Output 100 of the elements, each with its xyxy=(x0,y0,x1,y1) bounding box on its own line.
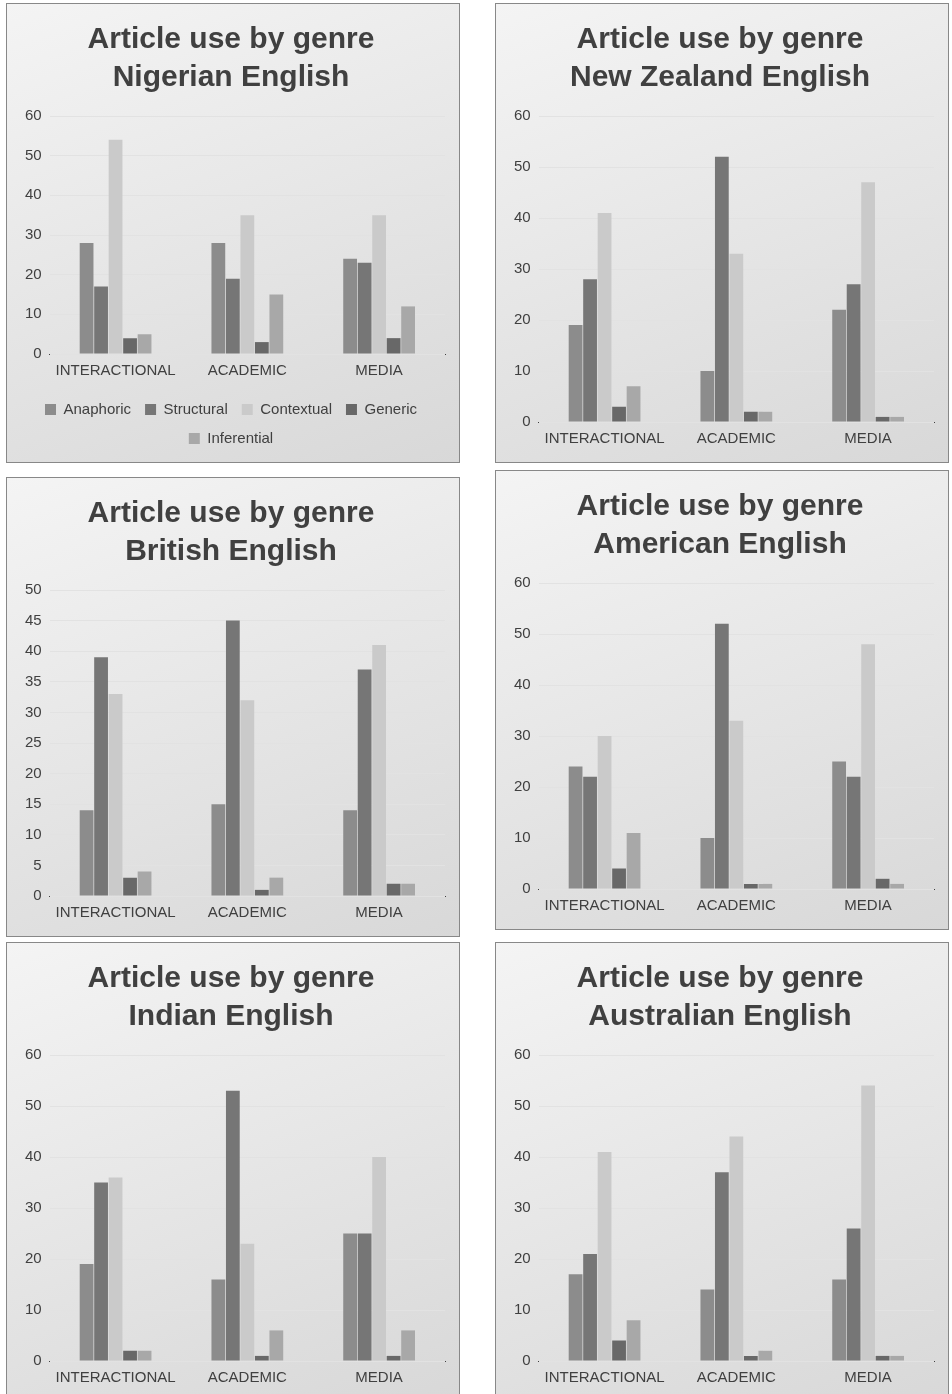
chart-title: Article use by genre xyxy=(87,960,375,994)
bar xyxy=(758,883,773,889)
y-tick-label: 30 xyxy=(514,1198,531,1216)
bar xyxy=(714,623,729,889)
y-tick-label: 10 xyxy=(514,828,531,846)
y-tick-label: 0 xyxy=(33,886,42,904)
legend-label: Anaphoric xyxy=(63,399,132,417)
bar xyxy=(401,1330,415,1361)
bar xyxy=(372,215,386,354)
bar xyxy=(372,1157,386,1361)
y-tick-label: 0 xyxy=(33,1351,42,1369)
bar xyxy=(597,736,612,889)
bar xyxy=(343,1233,358,1361)
bar xyxy=(861,182,875,422)
y-tick-label: 20 xyxy=(25,1249,42,1267)
y-tick-label: 10 xyxy=(25,304,42,322)
y-tick-label: 50 xyxy=(514,624,531,642)
bar xyxy=(211,1279,226,1361)
y-tick-label: 20 xyxy=(25,763,42,781)
y-tick-label: 50 xyxy=(514,157,531,175)
bar xyxy=(583,776,597,889)
x-tick-label: MEDIA xyxy=(355,903,403,921)
y-tick-label: 10 xyxy=(25,1300,42,1318)
y-tick-label: 50 xyxy=(25,580,42,598)
bar xyxy=(386,338,401,354)
y-tick-label: 60 xyxy=(514,106,531,124)
y-tick-label: 40 xyxy=(514,208,531,226)
bar xyxy=(743,883,758,889)
bar xyxy=(211,242,226,354)
bar xyxy=(714,1172,729,1361)
bar xyxy=(225,278,240,354)
legend-label: Inferential xyxy=(207,428,274,446)
bar xyxy=(597,212,612,422)
bar xyxy=(890,416,904,422)
bar xyxy=(729,253,744,422)
chart-subtitle: Nigerian English xyxy=(112,59,350,93)
bar xyxy=(269,1330,284,1361)
y-tick-label: 10 xyxy=(25,824,42,842)
y-tick-label: 20 xyxy=(25,264,42,282)
y-tick-label: 40 xyxy=(25,1147,42,1165)
chart-title: Article use by genre xyxy=(87,21,375,55)
bar xyxy=(568,325,583,422)
bar xyxy=(729,720,744,889)
chart-title: Article use by genre xyxy=(576,488,864,522)
chart-title: Article use by genre xyxy=(576,960,864,994)
y-tick-label: 30 xyxy=(25,225,42,243)
bar xyxy=(743,1355,758,1361)
bar xyxy=(137,871,152,896)
bar xyxy=(269,877,284,896)
bar xyxy=(94,286,108,354)
bar xyxy=(597,1151,612,1361)
y-tick-label: 10 xyxy=(514,361,531,379)
bar xyxy=(225,620,240,896)
chart-title: Article use by genre xyxy=(576,21,864,55)
bar xyxy=(79,810,94,896)
y-tick-label: 40 xyxy=(514,1147,531,1165)
x-tick-label: INTERACTIONAL xyxy=(544,896,665,914)
bar xyxy=(343,810,358,896)
bar xyxy=(357,669,372,896)
chart-title: Article use by genre xyxy=(87,495,375,529)
bar xyxy=(875,1355,890,1361)
y-tick-label: 30 xyxy=(514,726,531,744)
bar xyxy=(846,284,861,422)
y-tick-label: 50 xyxy=(25,1096,42,1114)
y-tick-label: 30 xyxy=(25,702,42,720)
x-tick-label: MEDIA xyxy=(355,361,403,379)
chart-subtitle: Australian English xyxy=(588,998,852,1032)
y-tick-label: 20 xyxy=(514,310,531,328)
bar xyxy=(612,406,626,422)
y-tick-label: 50 xyxy=(25,145,42,163)
y-tick-label: 40 xyxy=(514,675,531,693)
bar xyxy=(137,1350,152,1361)
bar xyxy=(832,309,847,422)
bar xyxy=(108,694,123,896)
bar xyxy=(372,645,386,896)
x-tick-label: MEDIA xyxy=(355,1368,403,1386)
x-tick-label: ACADEMIC xyxy=(207,903,288,921)
bar xyxy=(568,766,583,889)
bar xyxy=(700,1289,715,1361)
bar xyxy=(108,139,123,354)
x-tick-label: INTERACTIONAL xyxy=(544,429,665,447)
y-tick-label: 15 xyxy=(25,794,42,812)
chart-subtitle: American English xyxy=(593,526,847,560)
bar xyxy=(758,1350,773,1361)
y-tick-label: 40 xyxy=(25,641,42,659)
x-tick-label: ACADEMIC xyxy=(696,1368,777,1386)
y-tick-label: 0 xyxy=(33,344,42,362)
bar xyxy=(846,776,861,889)
x-tick-label: INTERACTIONAL xyxy=(55,361,176,379)
y-tick-label: 40 xyxy=(25,185,42,203)
chart-subtitle: British English xyxy=(125,533,337,567)
bar xyxy=(758,411,773,422)
y-tick-label: 60 xyxy=(514,573,531,591)
x-tick-label: ACADEMIC xyxy=(207,361,288,379)
x-tick-label: ACADEMIC xyxy=(696,429,777,447)
y-tick-label: 30 xyxy=(25,1198,42,1216)
chart-subtitle: Indian English xyxy=(128,998,334,1032)
bar xyxy=(357,262,372,354)
legend-label: Contextual xyxy=(260,399,332,417)
y-tick-label: 10 xyxy=(514,1300,531,1318)
